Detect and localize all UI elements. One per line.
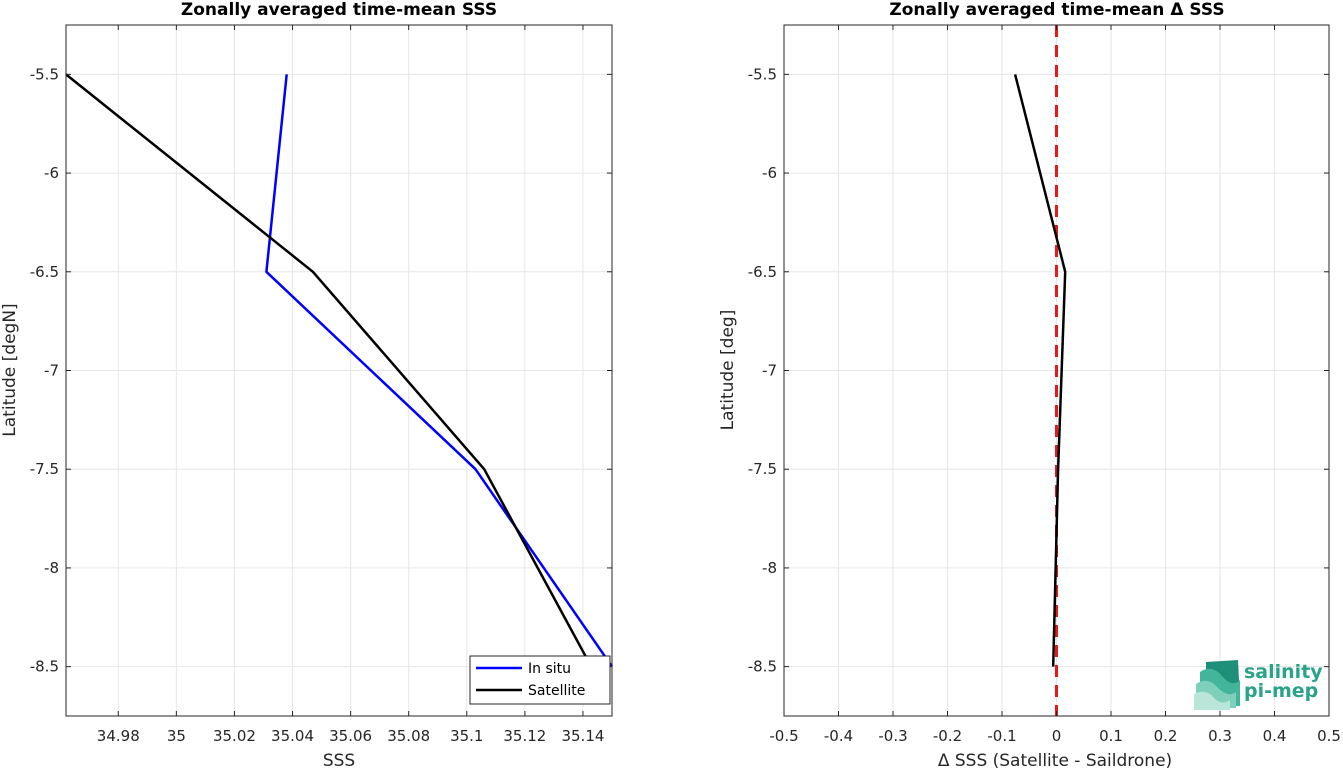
x-tick-label: -0.1 — [987, 727, 1016, 745]
x-tick-label: 35.02 — [213, 727, 256, 745]
y-tick-label: -7 — [44, 362, 59, 380]
series-line-satellite — [65, 73, 587, 658]
logo-text-pi-mep: pi-mep — [1244, 680, 1318, 702]
x-tick-label: 35 — [167, 727, 186, 745]
right-x-axis-label: Δ SSS (Satellite - Saildrone) — [938, 751, 1172, 769]
x-tick-label: 34.98 — [97, 727, 140, 745]
y-tick-label: -7.5 — [30, 460, 59, 478]
y-tick-label: -8.5 — [30, 658, 59, 676]
salinity-pi-mep-logo: salinity pi-mep — [1194, 660, 1323, 710]
legend: In situ Satellite — [469, 655, 611, 705]
left-plot-panel: 34.98 35 35.02 35.04 35.06 35.08 35.1 35.12 35.1… — [0, 0, 614, 769]
x-tick-label: 0.3 — [1208, 727, 1232, 745]
series-line-series-0 — [1013, 74, 1067, 667]
y-tick-label: -6.5 — [748, 263, 777, 281]
legend-box — [469, 655, 611, 705]
x-tick-label: 0.1 — [1099, 727, 1123, 745]
x-tick-label: 0 — [1052, 727, 1062, 745]
y-tick-label: -5.5 — [748, 65, 777, 83]
right-chart-title: Zonally averaged time-mean Δ SSS — [889, 0, 1224, 20]
left-x-axis-label: SSS — [323, 751, 355, 769]
x-tick-label: 35.06 — [329, 727, 372, 745]
x-tick-label: -0.2 — [933, 727, 962, 745]
y-tick-label: -6.5 — [30, 263, 59, 281]
x-tick-label: 0.5 — [1317, 727, 1341, 745]
y-tick-label: -7 — [762, 362, 777, 380]
left-y-axis-label: Latitude [degN] — [0, 303, 20, 436]
legend-label-satellite: Satellite — [528, 683, 585, 699]
salinity-waves-logo-icon — [1194, 660, 1240, 710]
series-line-in-situ — [265, 74, 614, 668]
x-tick-label: -0.4 — [824, 727, 853, 745]
x-tick-label: 35.1 — [450, 727, 483, 745]
x-tick-label: 0.2 — [1154, 727, 1178, 745]
y-tick-label: -8.5 — [748, 658, 777, 676]
y-tick-label: -8 — [762, 559, 777, 577]
legend-label-in-situ: In situ — [528, 661, 571, 677]
y-tick-label: -6 — [762, 164, 777, 182]
y-tick-label: -7.5 — [748, 460, 777, 478]
logo-text-salinity: salinity — [1244, 661, 1323, 683]
y-tick-label: -8 — [44, 559, 59, 577]
right-plot-panel: -0.5 -0.4 -0.3 -0.2 -0.1 0 0.1 0.2 0.3 0.4 0.5 -8.5… — [718, 0, 1341, 769]
x-tick-label: 0.4 — [1263, 727, 1287, 745]
left-chart-title: Zonally averaged time-mean SSS — [181, 0, 497, 20]
x-tick-label: -0.5 — [769, 727, 798, 745]
y-tick-label: -6 — [44, 164, 59, 182]
x-tick-label: 35.04 — [271, 727, 314, 745]
x-tick-label: 35.14 — [561, 727, 604, 745]
x-tick-label: 35.12 — [503, 727, 546, 745]
right-y-axis-label: Latitude [deg] — [718, 310, 738, 431]
x-tick-label: -0.3 — [878, 727, 907, 745]
x-tick-label: 35.08 — [387, 727, 430, 745]
y-tick-label: -5.5 — [30, 65, 59, 83]
